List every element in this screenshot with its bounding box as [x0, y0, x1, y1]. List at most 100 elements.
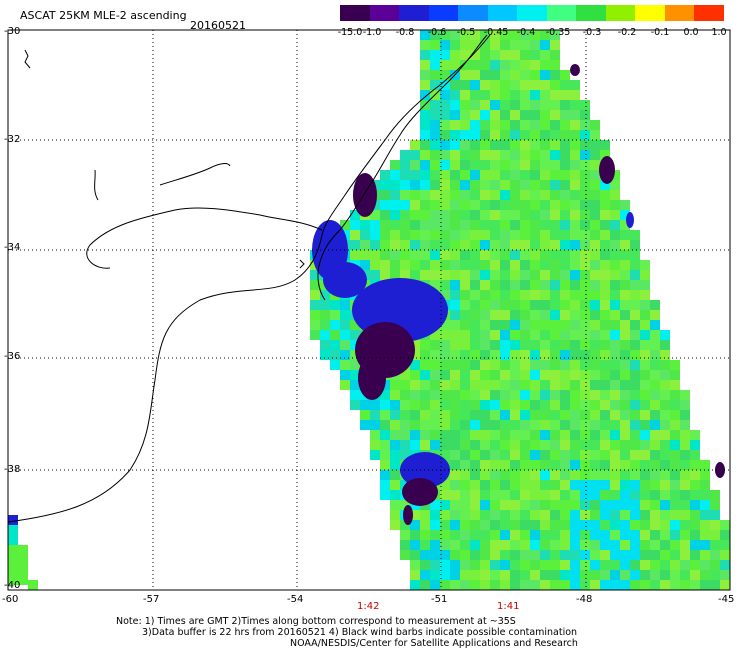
swath-cell	[490, 460, 500, 470]
swath-cell	[510, 210, 520, 220]
swath-cell	[520, 250, 530, 260]
swath-cell	[630, 350, 640, 360]
swath-cell	[490, 280, 500, 290]
swath-cell	[480, 450, 490, 460]
swath-cell	[510, 450, 520, 460]
swath-cell	[460, 320, 470, 330]
swath-cell	[570, 260, 580, 270]
swath-cell	[680, 560, 690, 570]
swath-cell	[450, 160, 460, 170]
swath-cell	[530, 420, 540, 430]
swath-cell	[450, 280, 460, 290]
swath-cell	[620, 400, 630, 410]
swath-cell	[440, 560, 450, 570]
swath-cell	[430, 280, 440, 290]
swath-cell	[510, 310, 520, 320]
swath-cell	[620, 320, 630, 330]
swath-cell	[600, 220, 610, 230]
swath-cell	[560, 100, 570, 110]
swath-cell	[400, 390, 410, 400]
low-mle-patch	[599, 156, 615, 184]
swath-cell	[610, 400, 620, 410]
swath-cell	[520, 580, 530, 590]
swath-cell	[570, 130, 580, 140]
swath-cell	[660, 470, 670, 480]
swath-cell	[580, 340, 590, 350]
swath-cell	[510, 220, 520, 230]
swath-cell	[590, 560, 600, 570]
swath-cell	[530, 240, 540, 250]
swath-cell	[450, 170, 460, 180]
swath-cell	[480, 330, 490, 340]
swath-cell	[18, 565, 28, 575]
swath-cell	[600, 310, 610, 320]
swath-cell	[480, 210, 490, 220]
swath-cell	[540, 50, 550, 60]
swath-cell	[570, 160, 580, 170]
swath-cell	[400, 150, 410, 160]
swath-cell	[510, 40, 520, 50]
swath-cell	[640, 370, 650, 380]
swath-cell	[670, 570, 680, 580]
swath-cell	[450, 230, 460, 240]
swath-cell	[530, 390, 540, 400]
swath-cell	[660, 360, 670, 370]
swath-cell	[450, 250, 460, 260]
swath-cell	[660, 550, 670, 560]
coastline-segment	[94, 169, 99, 201]
swath-cell	[600, 420, 610, 430]
swath-cell	[450, 210, 460, 220]
lat-label-36: -36	[4, 351, 21, 362]
swath-cell	[590, 200, 600, 210]
swath-cell	[440, 380, 450, 390]
swath-cell	[430, 120, 440, 130]
swath-cell	[700, 530, 710, 540]
swath-cell	[570, 270, 580, 280]
swath-cell	[650, 540, 660, 550]
swath-cell	[680, 450, 690, 460]
colorbar-segment	[694, 5, 725, 21]
swath-cell	[590, 480, 600, 490]
swath-cell	[460, 210, 470, 220]
swath-cell	[620, 550, 630, 560]
swath-cell	[480, 530, 490, 540]
swath-cell	[440, 330, 450, 340]
swath-cell	[480, 230, 490, 240]
swath-cell	[460, 510, 470, 520]
swath-cell	[650, 390, 660, 400]
swath-cell	[580, 420, 590, 430]
swath-cell	[510, 250, 520, 260]
swath-cell	[470, 240, 480, 250]
swath-cell	[550, 110, 560, 120]
swath-cell	[560, 90, 570, 100]
swath-cell	[530, 40, 540, 50]
swath-cell	[540, 350, 550, 360]
swath-cell	[720, 550, 730, 560]
swath-cell	[590, 430, 600, 440]
swath-cell	[440, 520, 450, 530]
swath-cell	[500, 540, 510, 550]
colorbar	[340, 5, 725, 21]
swath-cell	[440, 350, 450, 360]
swath-cell	[560, 430, 570, 440]
swath-cell	[460, 40, 470, 50]
swath-cell	[560, 320, 570, 330]
swath-cell	[410, 570, 420, 580]
swath-cell	[450, 260, 460, 270]
swath-cell	[390, 160, 400, 170]
swath-cell	[530, 300, 540, 310]
swath-cell	[430, 100, 440, 110]
swath-cell	[510, 100, 520, 110]
swath-cell	[490, 480, 500, 490]
swath-cell	[520, 420, 530, 430]
swath-cell	[540, 120, 550, 130]
swath-cell	[440, 480, 450, 490]
swath-cell	[450, 370, 460, 380]
swath-cell	[670, 390, 680, 400]
swath-cell	[450, 510, 460, 520]
swath-cell	[530, 290, 540, 300]
swath-cell	[490, 270, 500, 280]
swath-cell	[570, 340, 580, 350]
swath-cell	[500, 40, 510, 50]
swath-cell	[680, 570, 690, 580]
